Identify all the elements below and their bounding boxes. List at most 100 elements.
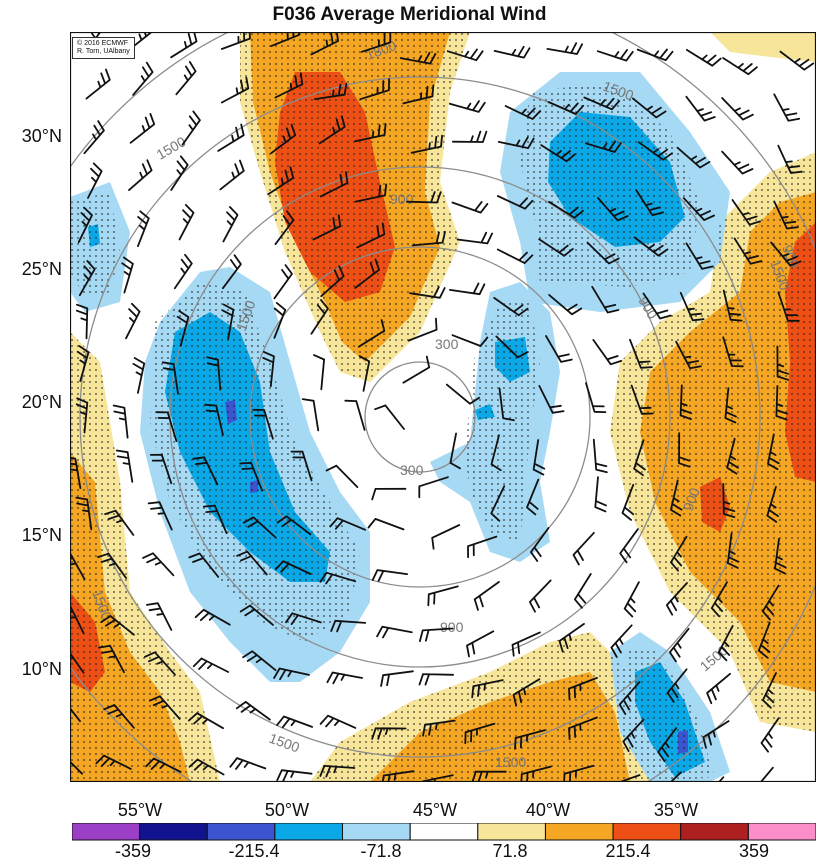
wind-barb xyxy=(146,602,173,631)
wind-barb xyxy=(422,719,456,737)
colorbar-swatch xyxy=(409,823,479,841)
wind-map: 1800 1500 1500 900 900 300 300 900 1500 … xyxy=(70,32,816,782)
wind-barb xyxy=(75,303,89,340)
wind-barb xyxy=(115,449,134,483)
wind-barb xyxy=(490,485,506,522)
wind-barb xyxy=(103,704,135,729)
wind-barb xyxy=(273,667,310,681)
colorbar-swatch xyxy=(747,823,816,841)
wind-barb xyxy=(325,464,359,488)
wind-barb xyxy=(591,285,620,314)
wind-barb xyxy=(526,478,540,516)
wind-barb xyxy=(132,357,146,394)
credit-line-1: © 2016 ECMWF xyxy=(77,40,129,47)
colorbar-label: 215.4 xyxy=(605,841,651,861)
wind-barb xyxy=(176,310,190,347)
wind-barb xyxy=(235,701,271,721)
wind-barb xyxy=(726,532,740,569)
wind-barb xyxy=(70,760,83,775)
wind-barb xyxy=(418,673,454,686)
wind-barb xyxy=(511,631,541,657)
wind-barb xyxy=(330,619,367,633)
wind-barb xyxy=(473,581,500,611)
wind-barb xyxy=(548,200,584,219)
contour-label: 300 xyxy=(435,336,459,352)
wind-barb xyxy=(733,237,763,265)
wind-barb xyxy=(630,384,654,415)
stippling xyxy=(70,32,816,782)
wind-barb xyxy=(411,230,446,247)
colorbar-swatch xyxy=(274,823,343,841)
colorbar-label: 71.8 xyxy=(492,841,528,861)
colorbar-swatch xyxy=(477,823,546,841)
colorbar-swatch xyxy=(342,823,411,841)
wind-barb xyxy=(632,97,667,119)
wind-barb xyxy=(666,668,688,703)
wind-barb xyxy=(538,385,565,414)
wind-barb xyxy=(775,385,788,421)
wind-barb xyxy=(217,123,245,152)
wind-barb xyxy=(471,679,504,699)
wind-barb xyxy=(596,49,634,62)
wind-barb xyxy=(583,96,621,111)
wind-barb xyxy=(155,411,178,442)
contour-1500 xyxy=(79,76,761,758)
wind-barb xyxy=(721,150,754,175)
wind-barb xyxy=(418,476,449,499)
wind-barb xyxy=(760,717,780,753)
wind-barb xyxy=(178,204,195,241)
wind-barb xyxy=(70,651,85,674)
wind-barb xyxy=(770,241,802,267)
credit-line-2: R. Torn, UAlbany xyxy=(77,48,130,55)
wind-barb xyxy=(448,100,486,113)
wind-barb xyxy=(380,670,414,687)
wind-barb xyxy=(274,210,295,246)
wind-barb xyxy=(498,387,515,422)
contour-label: 900 xyxy=(440,619,464,635)
colorbar-label: -71.8 xyxy=(360,841,402,861)
wind-barb xyxy=(451,201,489,214)
wind-barb xyxy=(222,206,239,243)
wind-barb xyxy=(623,581,640,618)
wind-barb xyxy=(586,241,620,265)
wind-barb xyxy=(318,115,346,145)
wind-barb xyxy=(276,715,313,729)
wind-barb xyxy=(126,32,152,53)
wind-barb xyxy=(313,354,325,391)
wind-barb xyxy=(273,264,293,300)
wind-barb xyxy=(678,432,691,468)
wind-barb xyxy=(679,291,705,322)
wind-barb xyxy=(242,516,277,539)
wind-barb xyxy=(642,292,672,320)
wind-barb xyxy=(669,627,690,663)
wind-barb xyxy=(726,437,739,475)
wind-barb xyxy=(202,504,228,535)
wind-barb xyxy=(685,242,714,270)
wind-barb xyxy=(449,282,486,296)
wind-barb xyxy=(229,757,267,770)
colorbar-label: -215.4 xyxy=(228,841,280,861)
contour-label: 300 xyxy=(400,462,424,478)
wind-barb xyxy=(456,231,493,245)
wind-barb xyxy=(592,339,623,366)
wind-barb xyxy=(773,93,801,122)
wind-barb xyxy=(125,302,141,340)
wind-barb xyxy=(206,356,222,391)
colorbar-swatch xyxy=(72,823,141,841)
wind-barb xyxy=(104,509,135,536)
wind-barb xyxy=(532,439,546,476)
colorbar-label: -359 xyxy=(114,841,152,861)
lon-label-50w: 50°W xyxy=(264,800,310,820)
wind-barb xyxy=(204,403,224,436)
wind-barb xyxy=(194,608,231,626)
wind-barb xyxy=(310,299,329,335)
wind-barb xyxy=(344,399,366,431)
wind-barb xyxy=(188,552,220,578)
wind-barb xyxy=(496,248,534,264)
contour-900-inner xyxy=(249,246,591,588)
wind-barb xyxy=(274,72,304,99)
wind-barb xyxy=(147,501,173,531)
wind-barb xyxy=(399,51,437,65)
wind-barb xyxy=(374,404,405,430)
wind-barb xyxy=(451,334,489,347)
